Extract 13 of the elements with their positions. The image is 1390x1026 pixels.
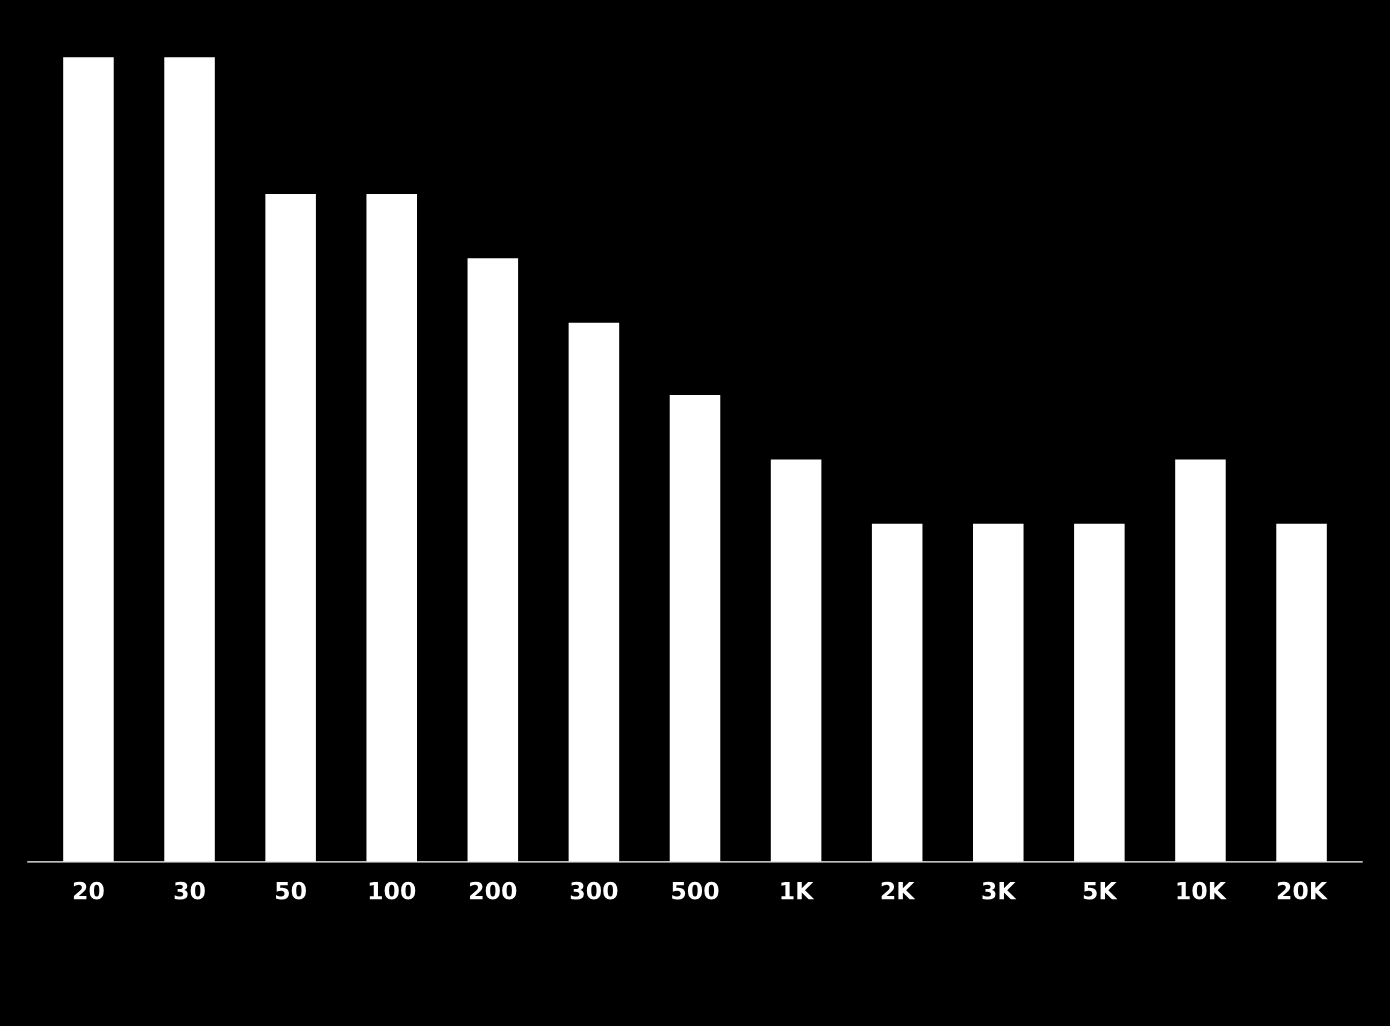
x-tick-label: 20K [1277,881,1328,900]
x-tick-label: 20 [73,881,104,900]
x-tick-label: 300 [570,881,618,900]
x-tick-label: 10K [1177,881,1227,900]
x-tick-label: 1K [781,882,815,900]
x-tick-label: 2K [881,881,916,900]
x-tick-label: 200 [470,881,517,900]
x-tick-label: 3K [982,881,1017,900]
x-tick-label: 100 [369,881,416,900]
x-tick-label: 50 [276,881,306,900]
x-tick-label: 500 [672,881,719,900]
x-tick-label: 5K [1083,882,1118,900]
x-tick-label: 30 [174,881,205,900]
